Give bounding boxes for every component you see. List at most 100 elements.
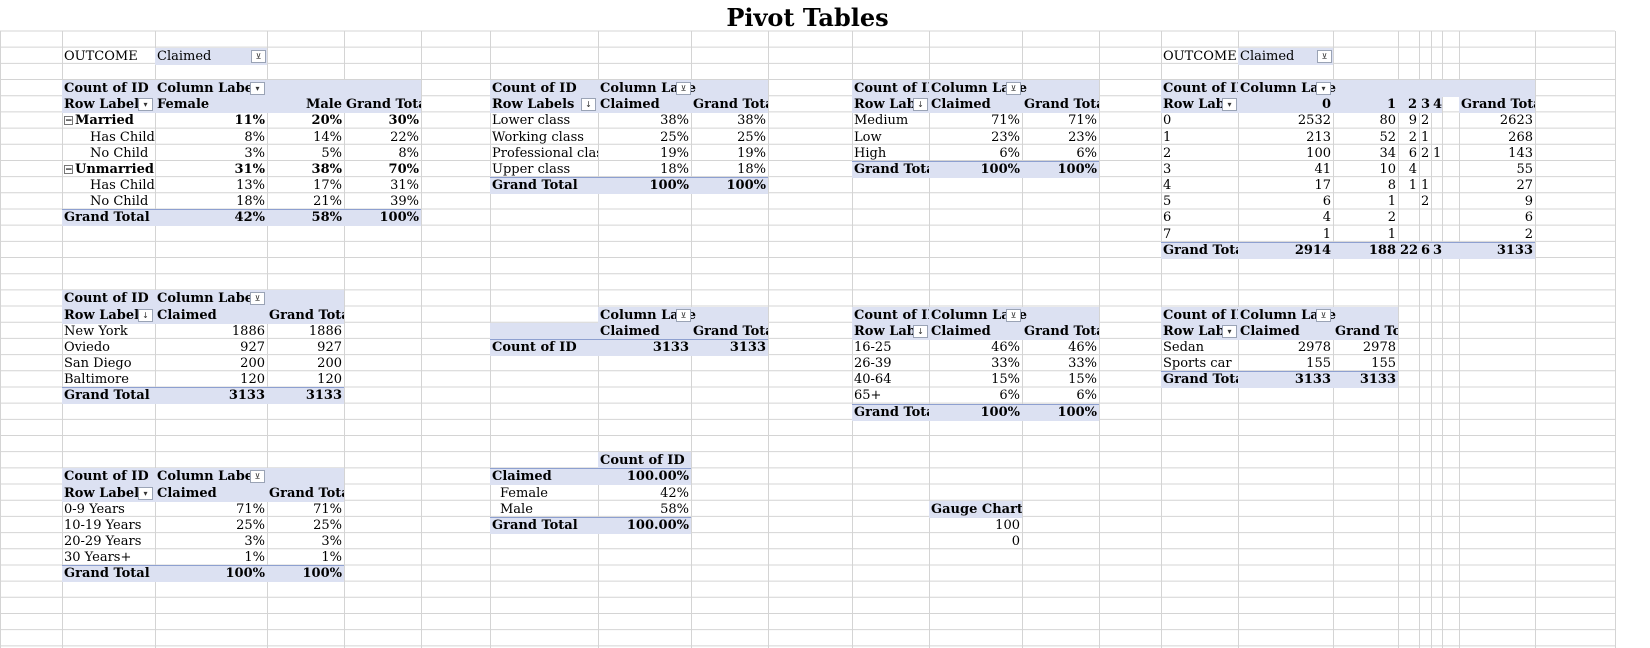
value-cell[interactable]: 18% — [236, 194, 265, 210]
gauge-chart-label[interactable]: Gauge Chart — [929, 500, 1022, 518]
value-cell[interactable]: 6% — [999, 145, 1020, 161]
value-cell[interactable]: 3% — [321, 534, 342, 550]
value-cell[interactable]: 42% — [660, 485, 689, 501]
column-filter-button[interactable]: ⊻ — [250, 292, 265, 306]
value-cell[interactable]: 2532 — [1297, 113, 1331, 129]
grand-total-band[interactable] — [852, 160, 1099, 178]
value-cell[interactable] — [1431, 226, 1442, 243]
grand-total-label[interactable]: Grand Total — [854, 161, 929, 177]
value-cell[interactable]: 2 — [1524, 226, 1533, 242]
row-label[interactable]: Claimed — [492, 469, 552, 485]
grand-total-label[interactable]: Grand Total — [64, 388, 150, 404]
row-label[interactable]: Baltimore — [64, 372, 129, 388]
value-cell[interactable]: 120 — [317, 372, 342, 388]
value-cell[interactable]: 1% — [244, 550, 265, 566]
row-label[interactable]: − Unmarried — [62, 161, 155, 178]
value-cell[interactable] — [1431, 209, 1442, 226]
grand-total-label[interactable]: Grand Total — [492, 178, 578, 194]
value-cell[interactable]: 4 — [1408, 161, 1417, 177]
row-labels-header[interactable]: Row Labe — [1161, 96, 1238, 114]
value-cell[interactable]: 6 — [1322, 194, 1331, 210]
value-cell[interactable]: 17 — [1314, 178, 1331, 194]
row-label[interactable]: Oviedo — [64, 339, 111, 355]
grand-total-band[interactable] — [1161, 241, 1535, 259]
grand-total-value[interactable]: 3133 — [1496, 242, 1533, 258]
value-cell[interactable]: 120 — [240, 372, 265, 388]
row-filter-button[interactable]: ▾ — [138, 98, 153, 112]
grand-total-value[interactable]: 100% — [980, 404, 1021, 420]
column-header[interactable]: Claimed — [598, 96, 691, 114]
value-cell[interactable]: 19% — [660, 145, 689, 161]
row-label[interactable]: Male — [500, 501, 533, 517]
value-cell[interactable]: 6% — [1076, 388, 1097, 404]
row-label[interactable]: 10-19 Years — [64, 517, 142, 533]
value-cell[interactable]: 20% — [311, 113, 342, 129]
row-label[interactable]: No Child — [90, 194, 149, 210]
value-cell[interactable] — [1398, 226, 1419, 243]
grand-total-value[interactable]: 6 — [1421, 242, 1431, 258]
row-label[interactable]: Sedan — [1163, 339, 1205, 355]
pivot-count-label[interactable]: Count of ID — [598, 452, 691, 470]
pivot-count-label[interactable]: Count of ID — [1161, 306, 1238, 324]
value-cell[interactable]: 8 — [1387, 178, 1396, 194]
row-label[interactable]: 0-9 Years — [64, 501, 125, 517]
row-label[interactable]: 7 — [1163, 226, 1172, 242]
value-cell[interactable]: 3133 — [652, 339, 689, 355]
value-cell[interactable]: 1 — [1421, 129, 1430, 145]
grand-total-value[interactable]: 2914 — [1294, 242, 1331, 258]
value-cell[interactable]: 100.00% — [626, 469, 689, 485]
value-cell[interactable] — [1431, 161, 1442, 178]
value-cell[interactable]: 17% — [313, 178, 342, 194]
value-cell[interactable] — [1398, 209, 1419, 226]
grand-total-band[interactable] — [62, 387, 344, 405]
row-label[interactable]: 65+ — [854, 388, 882, 404]
value-cell[interactable]: 1886 — [231, 323, 265, 339]
row-label[interactable]: 1 — [1163, 129, 1172, 145]
row-label[interactable]: Has Child — [90, 178, 155, 194]
gauge-value-cell[interactable]: 0 — [1011, 534, 1020, 550]
grand-total-band[interactable] — [62, 565, 344, 583]
column-header[interactable]: Grand Total — [1459, 96, 1535, 114]
value-cell[interactable]: 2978 — [1297, 339, 1331, 355]
filter-dropdown-button[interactable]: ⊻ — [251, 49, 266, 63]
row-label[interactable]: Has Child — [90, 129, 155, 145]
value-cell[interactable]: 2 — [1408, 129, 1417, 145]
column-header[interactable]: Grand Total — [691, 96, 768, 114]
column-header[interactable]: 4 — [1431, 96, 1442, 114]
column-header[interactable]: Claimed — [929, 96, 1022, 114]
value-cell[interactable]: 21% — [313, 194, 342, 210]
row-label[interactable]: High — [854, 145, 887, 161]
row-filter-button[interactable]: ▾ — [138, 486, 153, 500]
column-filter-button[interactable]: ⊻ — [1006, 308, 1021, 322]
value-cell[interactable]: 268 — [1508, 129, 1533, 145]
value-cell[interactable]: 71% — [236, 501, 265, 517]
grand-total-band[interactable] — [1161, 371, 1398, 389]
row-label[interactable]: 0 — [1163, 113, 1172, 129]
grand-total-band[interactable] — [490, 338, 768, 356]
pivot-count-label[interactable]: Count of ID — [490, 80, 598, 98]
value-cell[interactable]: 2 — [1387, 210, 1396, 226]
grand-total-label[interactable]: Grand Total — [64, 566, 150, 582]
value-cell[interactable]: 25% — [236, 517, 265, 533]
row-label[interactable]: 26-39 — [854, 356, 892, 372]
column-header[interactable]: Grand Total — [267, 484, 344, 502]
column-filter-button[interactable]: ▾ — [1316, 82, 1331, 96]
row-labels-header[interactable]: Row Labe — [852, 96, 929, 114]
grand-total-value[interactable]: 3133 — [305, 388, 342, 404]
value-cell[interactable]: 25% — [737, 129, 766, 145]
row-label[interactable]: Working class — [492, 129, 584, 145]
grand-total-label[interactable]: Grand Total — [854, 404, 929, 420]
value-cell[interactable]: 71% — [1068, 113, 1097, 129]
grand-total-value[interactable]: 100% — [225, 566, 266, 582]
value-cell[interactable]: 6% — [999, 388, 1020, 404]
column-filter-button[interactable]: ⊻ — [1316, 308, 1331, 322]
column-header[interactable]: Claimed — [155, 306, 267, 324]
value-cell[interactable]: 8% — [398, 145, 419, 161]
grand-total-label[interactable]: Grand Total — [1163, 372, 1238, 388]
value-cell[interactable]: 2623 — [1499, 113, 1533, 129]
column-header[interactable]: Claimed — [1238, 322, 1333, 340]
value-cell[interactable]: 71% — [991, 113, 1020, 129]
column-labels-header[interactable]: Column Labels — [155, 290, 344, 308]
value-cell[interactable]: 3% — [244, 534, 265, 550]
value-cell[interactable]: 80 — [1379, 113, 1396, 129]
